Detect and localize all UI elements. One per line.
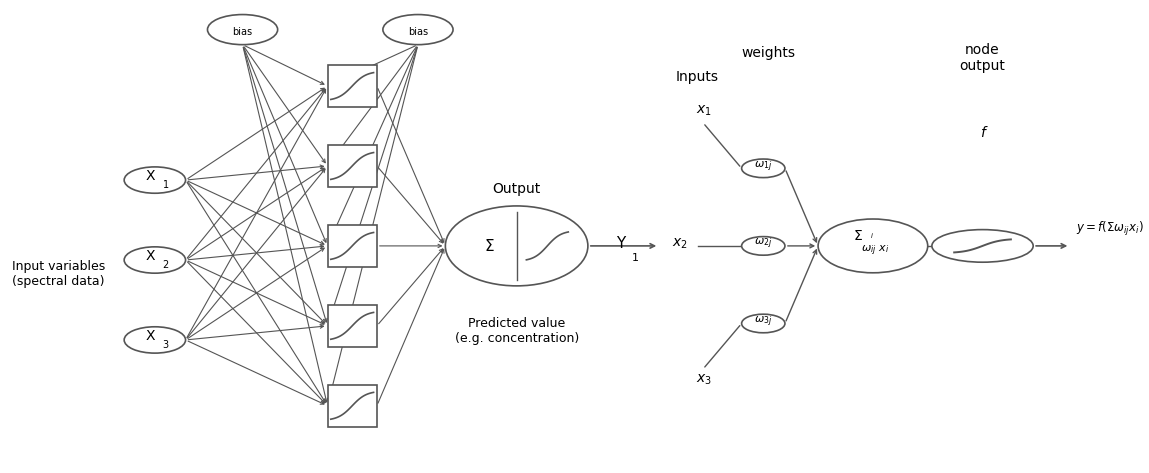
Ellipse shape [818,219,927,273]
Text: X: X [146,169,155,184]
Text: Inputs: Inputs [676,70,719,84]
Text: X: X [146,329,155,343]
Circle shape [208,15,278,44]
Text: $\Sigma$: $\Sigma$ [484,238,494,254]
Text: $x_1$: $x_1$ [696,103,712,118]
Text: f: f [980,126,985,140]
Text: weights: weights [742,46,796,60]
Circle shape [741,314,785,333]
Text: $x_3$: $x_3$ [696,373,712,387]
Text: Y: Y [616,236,625,251]
Text: $\Sigma$: $\Sigma$ [853,228,863,243]
Text: 1: 1 [632,253,639,263]
Circle shape [124,247,185,273]
Text: $\omega_{3j}$: $\omega_{3j}$ [754,315,772,329]
Text: $\omega_{ij}\ x_i$: $\omega_{ij}\ x_i$ [861,244,889,258]
Text: $x_2$: $x_2$ [672,236,688,251]
Text: Input variables
(spectral data): Input variables (spectral data) [13,260,106,288]
Text: $\omega_{1j}$: $\omega_{1j}$ [754,159,772,174]
Circle shape [741,159,785,177]
Circle shape [741,236,785,255]
Text: bias: bias [232,27,253,37]
Text: bias: bias [408,27,429,37]
FancyBboxPatch shape [327,225,377,267]
Text: 1: 1 [163,180,169,190]
FancyBboxPatch shape [327,145,377,187]
Circle shape [383,15,453,44]
Ellipse shape [932,229,1033,262]
Text: Predicted value
(e.g. concentration): Predicted value (e.g. concentration) [455,316,579,344]
Text: 3: 3 [163,340,169,350]
Ellipse shape [446,206,588,286]
Circle shape [124,327,185,353]
Text: Output: Output [493,183,541,196]
Circle shape [124,167,185,193]
FancyBboxPatch shape [327,305,377,347]
Text: 2: 2 [163,260,169,270]
Text: X: X [146,249,155,263]
Text: $y{=}f(\Sigma\omega_{ij}x_i)$: $y{=}f(\Sigma\omega_{ij}x_i)$ [1075,220,1143,238]
Text: node
output: node output [959,43,1005,73]
Text: $\omega_{2j}$: $\omega_{2j}$ [754,237,772,251]
Text: $_i$: $_i$ [870,230,873,241]
FancyBboxPatch shape [327,385,377,427]
FancyBboxPatch shape [327,65,377,107]
